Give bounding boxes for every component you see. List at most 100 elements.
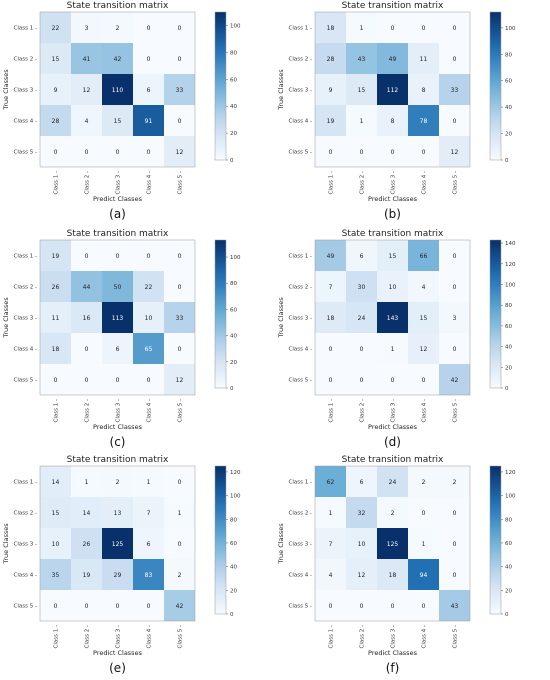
x-tick-label: Class 3 - <box>116 399 122 422</box>
heatmap-cell-r4-c4 <box>408 559 439 590</box>
heatmap-cell-r1-c4 <box>408 466 439 497</box>
y-tick-label: Class 4 - <box>14 573 37 579</box>
heatmap-cell-r5-c3 <box>102 364 133 395</box>
colorbar-tick-label: 40 <box>230 565 237 571</box>
x-tick-label: Class 4 - <box>422 171 428 194</box>
cell-value-label: 24 <box>358 315 366 322</box>
cell-value-label: 0 <box>178 284 182 291</box>
heatmap-cell-r2-c5 <box>164 497 195 528</box>
cell-value-label: 24 <box>389 479 397 486</box>
cell-value-label: 0 <box>391 603 395 610</box>
colorbar-tick-label: 20 <box>230 360 237 366</box>
cell-value-label: 15 <box>52 510 60 517</box>
cell-value-label: 43 <box>358 56 366 63</box>
cell-value-label: 29 <box>114 572 122 579</box>
heatmap-cell-r2-c4 <box>133 43 164 74</box>
cell-value-label: 15 <box>389 253 397 260</box>
heatmap-cell-r4-c1 <box>315 105 346 136</box>
heatmap-cell-r4-c2 <box>346 333 377 364</box>
heatmap-cell-r5-c1 <box>315 136 346 167</box>
cell-value-label: 112 <box>387 87 399 94</box>
heatmap-cell-r3-c1 <box>40 528 71 559</box>
heatmap-cell-r5-c2 <box>71 136 102 167</box>
cell-value-label: 6 <box>116 346 120 353</box>
heatmap-cell-r1-c1 <box>40 240 71 271</box>
heatmap-cell-r2-c1 <box>315 497 346 528</box>
x-tick-label: Class 5 - <box>178 399 184 422</box>
y-tick-label: Class 1 - <box>289 254 312 260</box>
cell-value-label: 3 <box>453 315 457 322</box>
chart-title: State transition matrix <box>67 229 169 239</box>
cell-value-label: 0 <box>54 377 58 384</box>
y-tick-label: Class 2 - <box>289 511 312 517</box>
colorbar-tick-label: 60 <box>505 79 512 85</box>
cell-value-label: 43 <box>451 603 459 610</box>
heatmap-cell-r3-c4 <box>133 528 164 559</box>
heatmap-cell-r2-c2 <box>346 43 377 74</box>
cell-value-label: 0 <box>85 603 89 610</box>
cell-value-label: 0 <box>329 346 333 353</box>
x-tick-label: Class 3 - <box>116 625 122 648</box>
y-axis-label: True Classes <box>2 69 10 111</box>
cell-value-label: 13 <box>114 510 122 517</box>
cell-value-label: 0 <box>178 479 182 486</box>
cell-value-label: 91 <box>145 118 153 125</box>
chart-title: State transition matrix <box>342 1 444 11</box>
cell-value-label: 4 <box>422 284 426 291</box>
panel-label: (a) <box>109 207 126 221</box>
x-tick-label: Class 1 - <box>329 171 335 194</box>
x-axis-label: Predict Classes <box>93 649 143 657</box>
x-tick-label: Class 2 - <box>85 171 91 194</box>
colorbar-tick-label: 80 <box>505 52 512 58</box>
heatmap-cell-r1-c3 <box>377 12 408 43</box>
y-tick-label: Class 3 - <box>289 88 312 94</box>
cell-value-label: 0 <box>178 346 182 353</box>
heatmap-cell-r2-c5 <box>164 43 195 74</box>
cell-value-label: 16 <box>83 315 91 322</box>
heatmap-cell-r1-c4 <box>133 466 164 497</box>
colorbar-tick-label: 140 <box>505 241 516 247</box>
x-tick-label: Class 3 - <box>391 625 397 648</box>
heatmap-cell-r4-c1 <box>40 559 71 590</box>
x-tick-label: Class 5 - <box>453 399 459 422</box>
cell-value-label: 19 <box>52 253 60 260</box>
heatmap-cell-r4-c1 <box>40 333 71 364</box>
colorbar-tick-label: 0 <box>505 386 509 392</box>
cell-value-label: 0 <box>147 56 151 63</box>
heatmap-cell-r4-c2 <box>346 559 377 590</box>
x-tick-label: Class 2 - <box>85 399 91 422</box>
cell-value-label: 1 <box>422 541 426 548</box>
heatmap-cell-r3-c3 <box>377 302 408 333</box>
heatmap-cell-r3-c2 <box>71 74 102 105</box>
heatmap-frame <box>314 239 471 396</box>
x-tick-label: Class 1 - <box>329 399 335 422</box>
cell-value-label: 44 <box>83 284 91 291</box>
heatmap-cell-r3-c3 <box>102 528 133 559</box>
heatmap-cell-r4-c3 <box>102 105 133 136</box>
heatmap-cell-r3-c4 <box>408 302 439 333</box>
colorbar-tick-label: 100 <box>230 494 241 500</box>
heatmap-cell-r1-c1 <box>315 240 346 271</box>
heatmap-cell-r5-c2 <box>71 364 102 395</box>
cell-value-label: 28 <box>52 118 60 125</box>
cell-value-label: 19 <box>327 118 335 125</box>
cell-value-label: 11 <box>52 315 60 322</box>
y-tick-label: Class 2 - <box>14 285 37 291</box>
colorbar <box>214 239 227 389</box>
heatmap-cell-r2-c1 <box>40 271 71 302</box>
heatmap-cell-r2-c5 <box>439 271 470 302</box>
x-tick-label: Class 5 - <box>178 171 184 194</box>
colorbar-tick-label: 120 <box>230 470 241 476</box>
x-axis-label: Predict Classes <box>93 423 143 431</box>
x-tick-label: Class 5 - <box>178 625 184 648</box>
cell-value-label: 18 <box>52 346 60 353</box>
heatmap-cell-r2-c4 <box>133 497 164 528</box>
heatmap-cell-r2-c2 <box>71 497 102 528</box>
colorbar <box>214 11 227 161</box>
heatmap-cell-r4-c2 <box>71 105 102 136</box>
colorbar-tick-label: 60 <box>230 77 237 83</box>
heatmap-cell-r5-c3 <box>102 590 133 621</box>
colorbar <box>489 11 502 161</box>
heatmap-cell-r2-c3 <box>102 43 133 74</box>
